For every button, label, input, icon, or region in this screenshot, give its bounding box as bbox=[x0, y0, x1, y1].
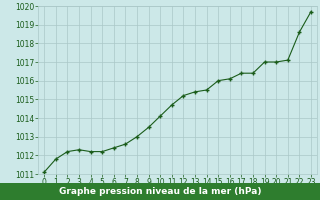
Text: Graphe pression niveau de la mer (hPa): Graphe pression niveau de la mer (hPa) bbox=[59, 187, 261, 196]
